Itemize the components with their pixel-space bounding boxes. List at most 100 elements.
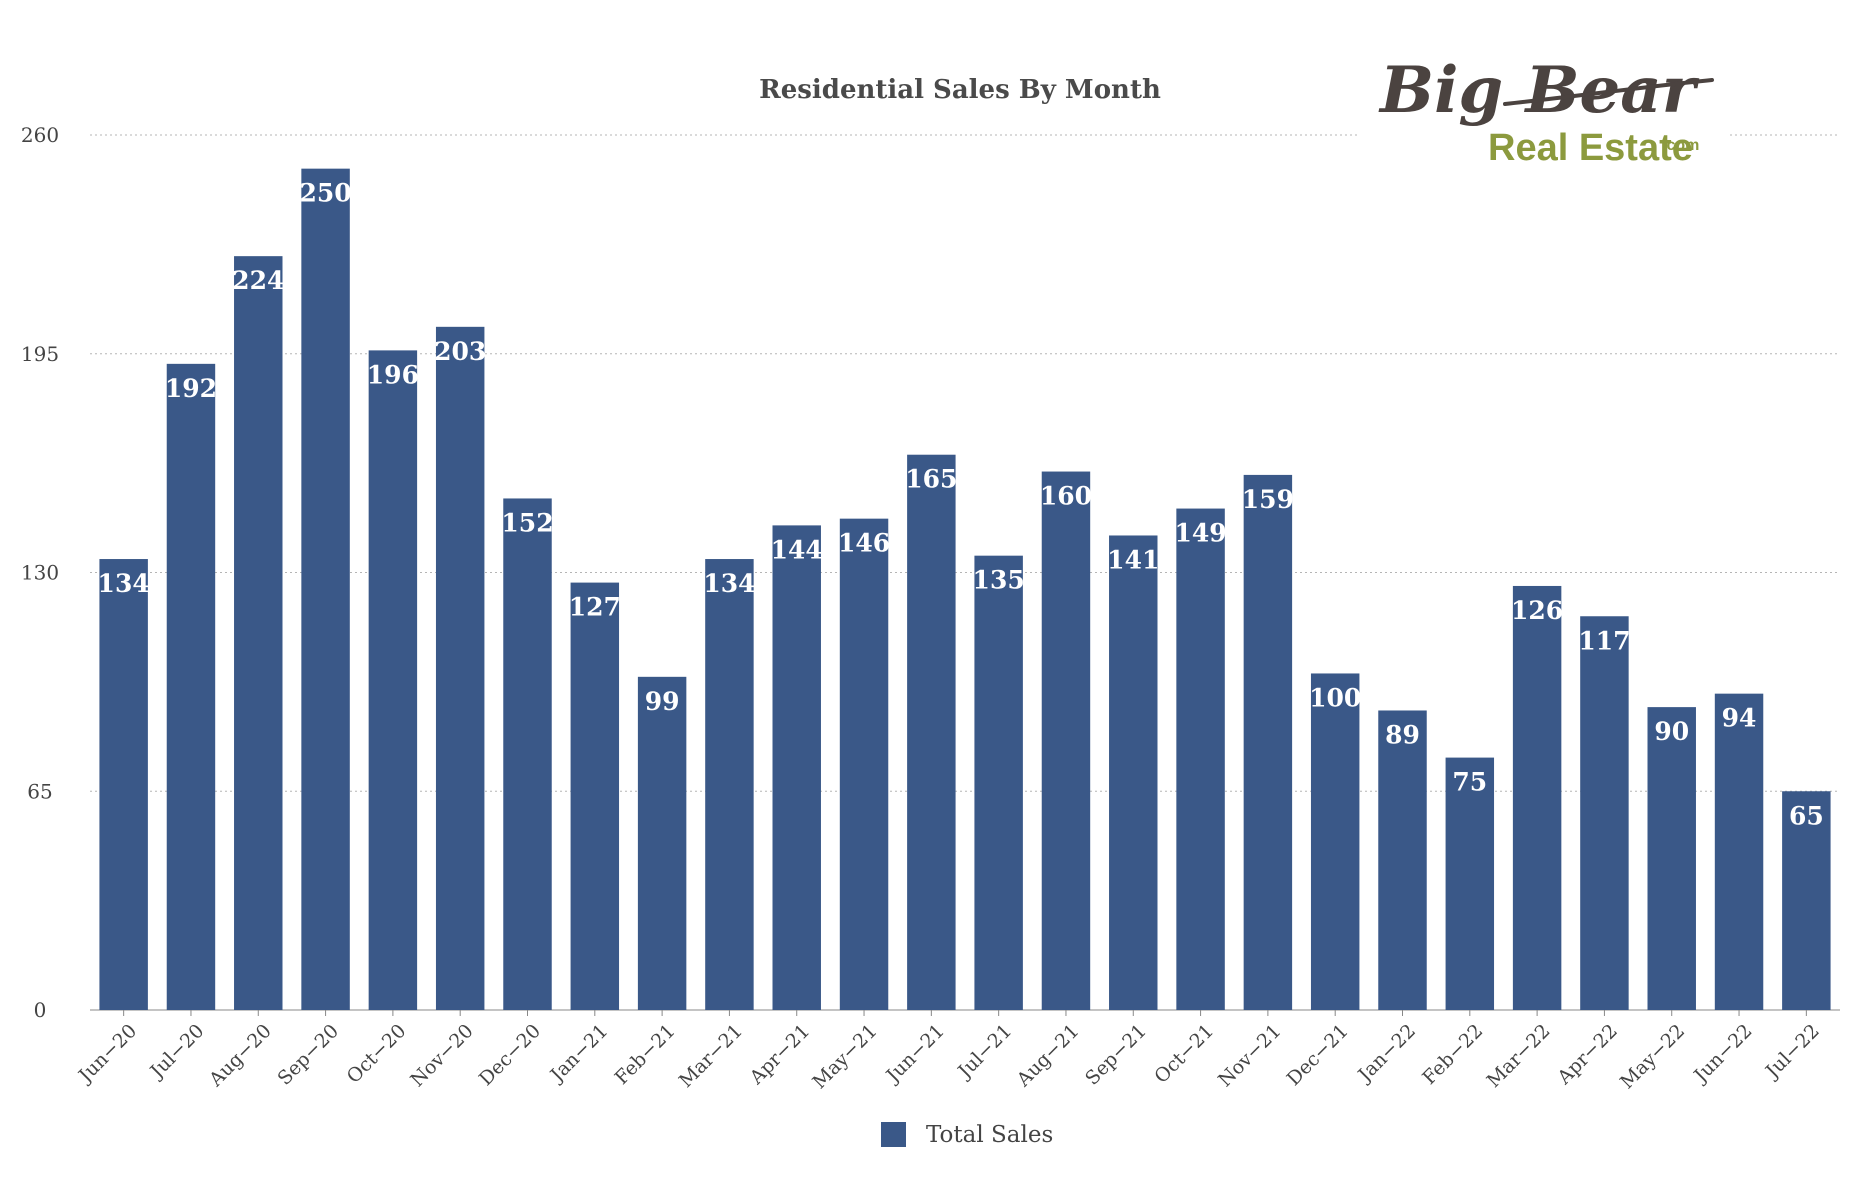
logo-big-bear-text: Big Bear [1378, 53, 1700, 128]
bar [839, 518, 889, 1010]
bar-value-label: 165 [905, 465, 957, 494]
bar [435, 326, 485, 1011]
x-tick-label: Apr−21 [745, 1020, 814, 1089]
bar-value-label: 134 [98, 569, 150, 598]
logo-real-estate-text: Real Estate [1488, 127, 1693, 169]
bar-value-label: 224 [232, 266, 284, 295]
logo-com-text: .com [1662, 137, 1699, 154]
bar-value-label: 152 [501, 508, 553, 537]
x-tick-label: Dec−20 [475, 1020, 545, 1090]
bar [1243, 474, 1293, 1011]
x-tick-label: Mar−22 [1483, 1020, 1555, 1092]
bar [503, 498, 552, 1010]
x-tick-label: Jan−22 [1353, 1020, 1420, 1087]
bar-value-label: 65 [1789, 801, 1824, 830]
bar-value-label: 146 [838, 529, 890, 558]
legend-swatch [881, 1122, 906, 1147]
x-tick-label: Jun−22 [1689, 1020, 1757, 1088]
y-tick-label: 195 [21, 342, 59, 366]
bar [637, 676, 687, 1010]
x-tick-label: Jul−21 [953, 1020, 1017, 1084]
bar-value-label: 94 [1722, 704, 1757, 733]
bar-value-label: 99 [645, 687, 680, 716]
gridlines [90, 134, 1840, 1011]
x-tick-label: Jun−20 [73, 1020, 141, 1088]
bar [1378, 710, 1427, 1010]
x-tick-label: Mar−21 [675, 1020, 747, 1092]
bar [368, 350, 418, 1010]
bar-value-label: 135 [973, 566, 1025, 595]
bar [974, 555, 1023, 1010]
bar-value-label: 149 [1174, 519, 1226, 548]
bar [1041, 471, 1091, 1010]
bar-value-label: 134 [703, 569, 755, 598]
logo-swoosh [1503, 78, 1714, 106]
x-tick-label: Jan−21 [545, 1020, 612, 1087]
bar [1310, 673, 1360, 1010]
bar [1647, 707, 1696, 1010]
bar [234, 256, 283, 1011]
x-tick-label: May−22 [1616, 1020, 1689, 1093]
x-tick-label: Jul−20 [145, 1020, 209, 1084]
bar [1714, 693, 1764, 1010]
bar-value-label: 89 [1385, 720, 1420, 749]
company-logo: Big Bear Real Estate .com [1360, 50, 1730, 180]
bar-value-label: 203 [434, 337, 486, 366]
bar-labels: 134 192 224 250 196 203 152 127 99 134 144 146 165 13… [98, 179, 1824, 831]
legend-label: Total Sales [926, 1122, 1053, 1148]
bar-value-label: 250 [299, 179, 351, 208]
bar-value-label: 117 [1578, 626, 1630, 655]
y-tick-label: 65 [27, 779, 52, 803]
y-axis: 0 65 130 195 260 [21, 123, 59, 1022]
bar [1512, 585, 1562, 1010]
x-tick-label: Nov−20 [406, 1020, 477, 1091]
bar-value-label: 100 [1309, 683, 1361, 712]
bar [1445, 757, 1495, 1010]
bar [1176, 508, 1225, 1010]
x-tick-label: Feb−22 [1418, 1020, 1487, 1089]
bar [772, 525, 821, 1010]
bar [907, 454, 956, 1010]
bar-value-label: 75 [1452, 768, 1487, 797]
bar-value-label: 192 [165, 374, 217, 403]
x-tick-label: Feb−21 [611, 1020, 680, 1089]
bar [301, 168, 350, 1011]
bar-value-label: 127 [569, 593, 621, 622]
legend: Total Sales [881, 1122, 1053, 1148]
bar [99, 559, 148, 1010]
x-tick-label: Nov−21 [1214, 1020, 1285, 1091]
x-tick-label: Sep−21 [1081, 1020, 1151, 1090]
bar [705, 559, 754, 1010]
x-tick-label: Apr−22 [1553, 1020, 1622, 1089]
bar [1109, 535, 1158, 1010]
x-tick-label: Dec−21 [1283, 1020, 1353, 1090]
chart-title: Residential Sales By Month [759, 75, 1161, 105]
bar-value-label: 90 [1654, 717, 1689, 746]
bar [1782, 791, 1831, 1010]
y-tick-label: 0 [34, 998, 47, 1022]
x-tick-label: Sep−20 [273, 1020, 343, 1090]
x-tick-label: Aug−21 [1012, 1020, 1084, 1092]
x-tick-label: Oct−20 [343, 1020, 411, 1088]
x-tick-label: Aug−20 [204, 1020, 276, 1092]
x-tick-label: Jun−21 [881, 1020, 949, 1088]
bar-value-label: 160 [1040, 482, 1092, 511]
bar-value-label: 141 [1107, 545, 1159, 574]
x-tick-label: Jul−22 [1760, 1020, 1824, 1084]
y-tick-label: 260 [21, 123, 59, 147]
bar-value-label: 159 [1242, 485, 1294, 514]
bars [99, 168, 1831, 1011]
bar [166, 363, 216, 1010]
logo-background [1360, 50, 1730, 180]
bar-value-label: 126 [1511, 596, 1563, 625]
x-tick-label: Oct−21 [1150, 1020, 1218, 1088]
bar [1580, 616, 1629, 1010]
y-tick-label: 130 [21, 561, 59, 585]
bar [570, 582, 620, 1010]
x-tick-label: May−21 [808, 1020, 881, 1093]
bar-value-label: 144 [771, 535, 823, 564]
bar-value-label: 196 [367, 360, 419, 389]
